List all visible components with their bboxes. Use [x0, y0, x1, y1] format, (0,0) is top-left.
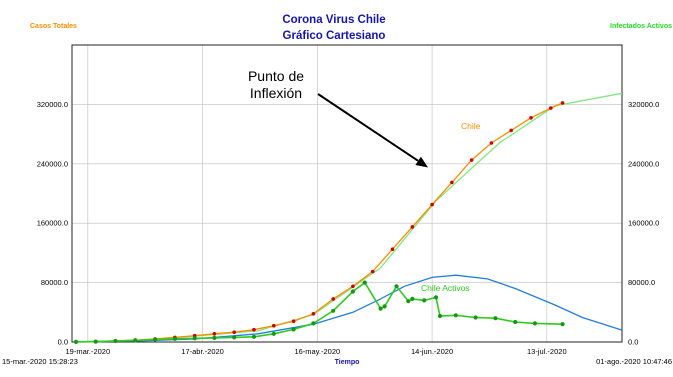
plot-frame	[71, 44, 623, 343]
series-0-point-17	[410, 225, 415, 229]
annotation-text-line-1: Punto de	[248, 68, 304, 84]
series-3-point-9	[251, 334, 257, 339]
series-3-point-27	[513, 319, 518, 325]
x-axis-label: Tiempo	[335, 359, 360, 366]
series-0-point-10	[272, 323, 276, 328]
series-3-point-23	[437, 313, 443, 319]
series-labels: Chile Chile Activos	[421, 121, 481, 293]
series-3-point-12	[311, 321, 316, 326]
series-0-point-21	[489, 141, 494, 145]
series-3-point-15	[362, 280, 367, 285]
series-3-point-29	[560, 322, 565, 327]
y-tick-label-left-0: 0.0	[58, 338, 68, 347]
series-3-point-11	[291, 327, 296, 332]
y-tick-label-right-0: 0.0	[628, 338, 638, 347]
grid	[72, 45, 622, 343]
series-0-point-8	[232, 330, 236, 335]
left-axis-label: Casos Totales	[30, 23, 77, 30]
annotation-arrowhead	[415, 156, 429, 168]
series-3-point-14	[350, 289, 355, 294]
series-0-point-18	[430, 202, 434, 207]
series-0-point-13	[331, 297, 336, 301]
series-line-3	[75, 281, 563, 343]
series-3-point-6	[192, 336, 197, 341]
x-tick-label-2: 16-may.-2020	[294, 347, 340, 356]
y-tick-label-right-2: 160000.0	[628, 219, 659, 228]
series-3-point-13	[331, 308, 336, 313]
series-3-point-0	[73, 339, 79, 344]
series-0-point-25	[560, 101, 565, 105]
series-3-point-16	[378, 306, 383, 311]
series-label-chile: Chile	[461, 121, 481, 131]
series-3-point-4	[153, 337, 158, 342]
x-ticks: 19-mar.-2020 17-abr.-2020 16-may.-2020 14-j…	[66, 347, 567, 356]
series-3-point-3	[133, 338, 138, 343]
x-tick-label-1: 17-abr.-2020	[181, 347, 224, 356]
series-0-point-15	[370, 269, 375, 274]
series-3-point-1	[93, 339, 98, 344]
series-label-chile-activos: Chile Activos	[421, 283, 470, 293]
end-timestamp: 01-ago.-2020 10:47:46	[596, 357, 672, 366]
x-tick-label-3: 14-jun.-2020	[411, 347, 453, 356]
y-tick-label-left-1: 80000.0	[41, 278, 68, 287]
annotation-text-line-2: Inflexión	[250, 85, 302, 101]
series-3-point-24	[453, 313, 458, 318]
series-0-point-22	[509, 128, 513, 133]
x-tick-label-0: 19-mar.-2020	[66, 347, 111, 356]
series-0-point-19	[450, 180, 454, 185]
series-0-point-23	[529, 116, 533, 120]
series-0-point-20	[469, 158, 474, 162]
series-3-point-8	[232, 335, 237, 340]
series-3-point-21	[422, 298, 427, 303]
series-0-point-9	[252, 327, 256, 332]
y-ticks-right: 0.0 80000.0 160000.0 240000.0 320000.0	[628, 100, 659, 347]
start-timestamp: 15-mar.-2020 15:28:23	[2, 357, 78, 366]
y-tick-label-left-2: 160000.0	[37, 219, 68, 228]
series-0-point-12	[311, 312, 316, 316]
series-3-point-19	[406, 299, 411, 304]
y-ticks-left: 0.0 80000.0 160000.0 240000.0 320000.0	[37, 100, 68, 347]
y-tick-label-right-1: 80000.0	[628, 278, 655, 287]
series-3-point-7	[212, 335, 217, 340]
inflection-annotation: Punto de Inflexión	[248, 68, 429, 168]
series-3-point-28	[532, 321, 538, 326]
series-3-point-5	[172, 336, 177, 341]
series-3-point-2	[113, 338, 118, 344]
series-3-point-26	[493, 316, 498, 321]
right-axis-label: Infectados Activos	[610, 23, 672, 30]
series-0-point-16	[390, 247, 395, 251]
series-layer	[73, 92, 623, 344]
series-0-point-24	[549, 106, 553, 110]
series-3-point-22	[433, 295, 439, 300]
x-tick-label-4: 13-jul.-2020	[527, 347, 567, 356]
series-3-point-25	[473, 315, 478, 320]
series-3-point-10	[271, 331, 276, 336]
annotation-arrow	[317, 93, 419, 162]
y-tick-label-left-3: 240000.0	[37, 159, 68, 168]
y-tick-label-left-4: 320000.0	[37, 100, 68, 109]
series-3-point-20	[410, 296, 415, 301]
series-0-point-7	[212, 332, 217, 336]
series-0-point-14	[351, 284, 355, 289]
series-3-point-18	[394, 284, 399, 289]
chart-title: Corona Virus Chile	[282, 14, 385, 26]
y-tick-label-right-3: 240000.0	[628, 159, 659, 168]
y-tick-label-right-4: 320000.0	[628, 100, 659, 109]
series-0-point-11	[291, 319, 296, 324]
chart-subtitle: Gráfico Cartesiano	[283, 30, 386, 42]
series-3-point-17	[382, 304, 387, 309]
